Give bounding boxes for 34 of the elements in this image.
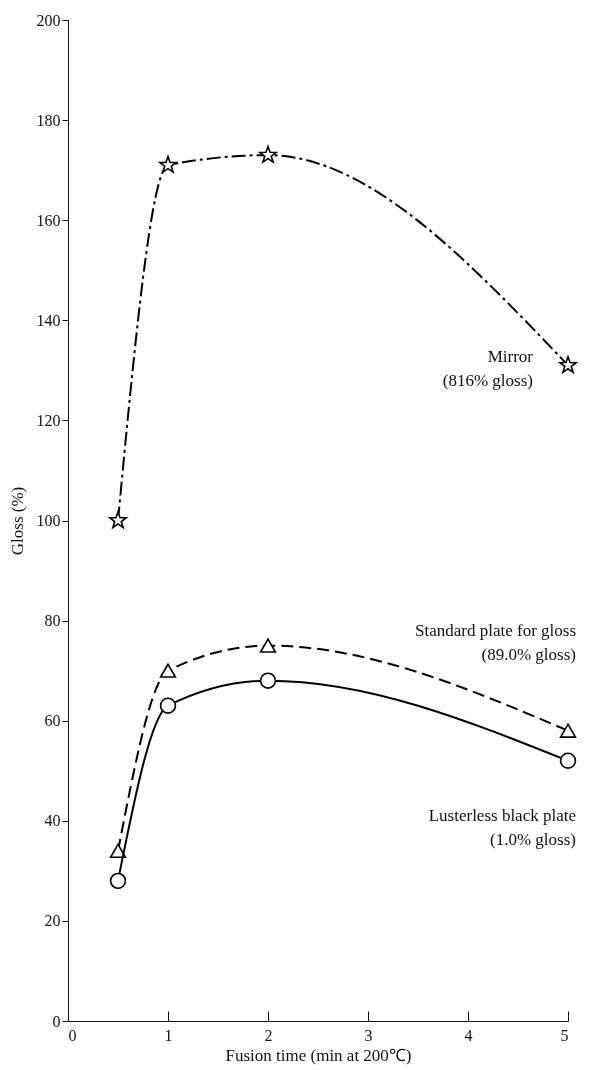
point [158,155,178,173]
y-tick-label: 180 [36,111,61,129]
point [559,752,577,769]
point [159,663,177,678]
y-tick-label: 20 [44,912,61,930]
x-tick-label: 2 [264,1026,273,1044]
point [559,723,577,738]
x-tick-label: 0 [68,1026,77,1044]
x-tick-label: 1 [164,1026,173,1044]
x-tick-label: 3 [364,1026,373,1044]
point [259,638,277,653]
y-tick-label: 200 [36,11,61,29]
point [558,355,578,374]
point [109,872,127,890]
point [109,843,127,859]
y-tick-label: 160 [36,211,61,229]
y-tick-label: 140 [36,311,61,329]
series-label: Standard plate for gloss (89.0% gloss) [415,620,576,664]
y-tick-label: 100 [36,512,61,529]
series-label: Mirror (816% gloss) [442,347,534,391]
text: Lusterless black plate (1.0% gloss) [428,805,576,849]
point [259,672,277,689]
y-axis-title: Gloss (%) [7,486,27,556]
y-tick-label: 80 [44,612,61,630]
point [258,145,278,163]
x-tick-label: 4 [464,1026,473,1044]
point [159,697,177,714]
y-tick-label: 60 [44,712,61,730]
y-tick-label: 0 [52,1012,61,1030]
y-tick-label: 40 [44,812,61,830]
point [108,511,128,529]
x-axis-title: Fusion time (min at 200℃) [225,1045,412,1065]
y-tick-label: 120 [36,411,61,429]
x-tick-label: 5 [560,1026,569,1044]
